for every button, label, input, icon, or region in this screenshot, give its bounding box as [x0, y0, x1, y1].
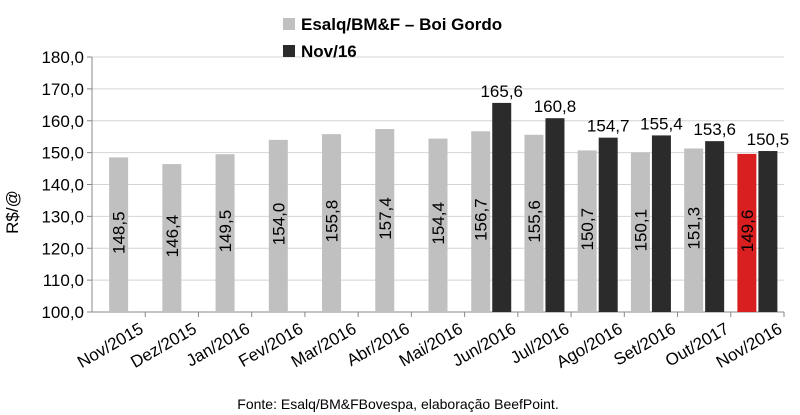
bar-esalq: [524, 134, 544, 312]
bar-esalq: [268, 139, 288, 312]
bar-esalq: [215, 154, 235, 312]
data-label-esalq: 146,4: [163, 215, 182, 258]
bar-esalq: [471, 131, 491, 312]
bar-esalq: [109, 157, 129, 312]
bar-esalq: [428, 138, 448, 312]
data-label-esalq: 157,4: [376, 197, 395, 240]
bar-esalq: [684, 148, 704, 312]
bars: [109, 102, 778, 313]
bar-esalq: [577, 150, 597, 312]
bar-nov16: [545, 118, 565, 312]
data-label-esalq: 149,5: [216, 210, 235, 253]
y-tick-label: 130,0: [41, 207, 84, 226]
data-label-nov16: 153,6: [693, 120, 736, 139]
data-label-esalq: 150,1: [631, 209, 650, 252]
data-label-nov16: 155,4: [640, 114, 683, 133]
data-label-esalq: 148,5: [110, 211, 129, 254]
legend-swatch: [283, 18, 295, 30]
legend-label: Nov/16: [301, 42, 357, 61]
y-tick-label: 150,0: [41, 144, 84, 163]
legend-label: Esalq/BM&F – Boi Gordo: [301, 15, 502, 34]
legend-swatch: [283, 45, 295, 57]
data-label-nov16: 154,7: [587, 117, 630, 136]
y-tick-label: 170,0: [41, 80, 84, 99]
data-label-esalq: 149,6: [738, 210, 757, 253]
bar-esalq: [630, 152, 650, 312]
data-label-esalq: 151,3: [685, 207, 704, 250]
bar-esalq: [737, 153, 757, 312]
data-label-nov16: 160,8: [534, 97, 577, 116]
data-label-esalq: 150,7: [578, 208, 597, 251]
y-tick-label: 110,0: [43, 271, 84, 290]
data-labels: 148,5 146,4 149,5 154,0 155,8 157,4 154,4 156,7…: [110, 82, 790, 257]
bar-esalq: [322, 134, 342, 312]
y-tick-label: 100,0: [41, 303, 84, 322]
data-label-esalq: 155,8: [323, 200, 342, 243]
data-label-esalq: 156,7: [472, 198, 491, 241]
y-tick-label: 180,0: [41, 48, 84, 67]
legend: Esalq/BM&F – Boi Gordo Nov/16: [283, 15, 502, 61]
bar-nov16: [651, 135, 671, 312]
y-axis-title: R$/@: [3, 190, 22, 234]
y-tick-label: 160,0: [41, 112, 84, 131]
bar-nov16: [492, 102, 512, 313]
bar-nov16: [598, 137, 618, 312]
bar-esalq: [375, 129, 395, 312]
axes: 100,0 110,0 120,0 130,0 140,0 150,0 160,0 170,0…: [41, 48, 785, 372]
data-label-nov16: 165,6: [480, 82, 523, 101]
data-label-nov16: 150,5: [747, 130, 790, 149]
data-label-esalq: 155,6: [525, 200, 544, 243]
data-label-esalq: 154,4: [429, 202, 448, 245]
y-tick-label: 140,0: [41, 176, 84, 195]
bar-nov16: [705, 141, 725, 312]
bar-esalq: [162, 164, 182, 312]
bar-nov16: [758, 151, 778, 312]
y-tick-label: 120,0: [41, 239, 84, 258]
data-label-esalq: 154,0: [269, 203, 288, 246]
source-note: Fonte: Esalq/BM&FBovespa, elaboração Bee…: [237, 396, 558, 412]
